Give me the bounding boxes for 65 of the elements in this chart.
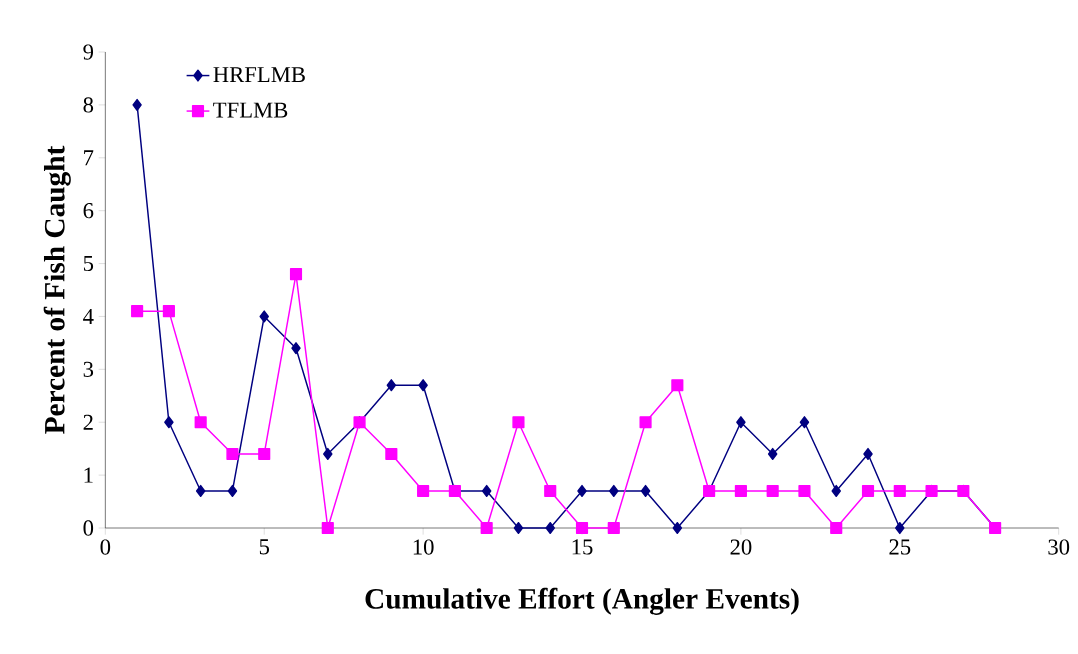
point [385, 447, 398, 461]
y-tick-label: 1 [84, 467, 93, 483]
point [417, 484, 430, 498]
point [798, 484, 811, 498]
point [291, 342, 301, 355]
y-tick-label: 9 [83, 44, 94, 60]
point [609, 484, 619, 498]
x-tick-label: 5 [259, 539, 270, 555]
point [386, 379, 397, 392]
point [164, 416, 174, 429]
point [195, 484, 206, 498]
point [831, 484, 841, 498]
y-tick-label: 6 [83, 203, 94, 219]
point [480, 521, 493, 535]
legend-label: HRFLMB [213, 67, 305, 83]
point [575, 521, 589, 535]
point [607, 521, 620, 535]
point [893, 484, 906, 498]
point [258, 447, 271, 461]
point [226, 447, 239, 461]
point [895, 521, 905, 535]
y-tick-label: 4 [83, 309, 94, 324]
point [323, 447, 333, 461]
x-axis-title: Cumulative Effort (Angler Events) [365, 587, 799, 615]
x-tick-label: 30 [1048, 539, 1070, 555]
point [544, 484, 557, 498]
point [830, 521, 843, 535]
y-tick-label: 0 [83, 520, 94, 536]
point [766, 484, 779, 498]
y-tick-label: 7 [84, 150, 94, 166]
point [259, 310, 269, 323]
point [734, 484, 747, 498]
y-tick-label: 8 [83, 97, 94, 113]
x-tick-label: 10 [413, 539, 434, 555]
x-tick-label: 25 [889, 539, 911, 555]
x-tick-label: 15 [572, 539, 593, 555]
y-tick-label: 2 [83, 414, 93, 430]
point [162, 305, 175, 318]
point [736, 416, 746, 429]
point [418, 379, 428, 392]
point [577, 484, 587, 498]
y-axis-title: Percent of Fish Caught [43, 145, 71, 434]
y-tick-label: 5 [83, 256, 94, 272]
point [639, 416, 652, 429]
point [321, 521, 334, 535]
point [131, 305, 144, 318]
point [513, 521, 524, 535]
point [672, 521, 683, 535]
legend-label: TFLMB [213, 102, 288, 118]
point [863, 447, 873, 461]
point [671, 379, 684, 392]
point [481, 484, 492, 498]
point [640, 484, 651, 498]
point [545, 521, 555, 535]
point [512, 416, 525, 429]
point [227, 484, 238, 498]
point [132, 98, 142, 111]
point [861, 484, 875, 498]
x-tick-label: 20 [730, 539, 752, 555]
x-tick-label: 0 [100, 539, 111, 555]
point [767, 447, 778, 461]
point [194, 416, 207, 429]
point [289, 268, 303, 281]
y-tick-label: 3 [83, 361, 94, 377]
point [799, 416, 810, 429]
